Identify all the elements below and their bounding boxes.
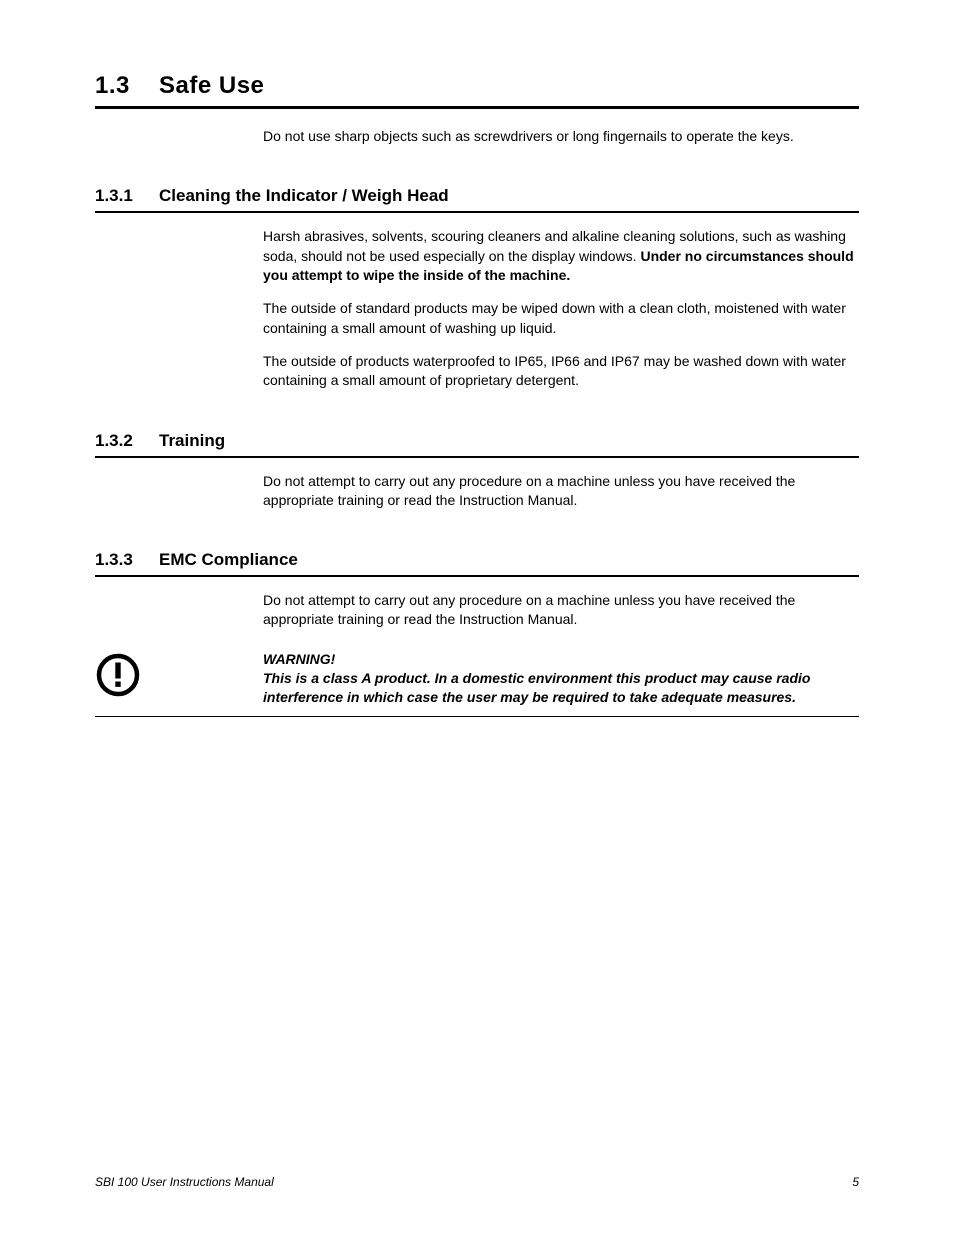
warning-body: This is a class A product. In a domestic… [263,669,859,708]
page-footer: SBI 100 User Instructions Manual 5 [95,1175,859,1189]
warning-block: WARNING! This is a class A product. In a… [95,650,859,717]
subsection-body: Do not attempt to carry out any procedur… [95,472,859,511]
subsection-number: 1.3.3 [95,550,159,570]
subsection-title: Cleaning the Indicator / Weigh Head [159,186,449,206]
subsection-number: 1.3.2 [95,431,159,451]
paragraph: Do not attempt to carry out any procedur… [263,591,859,630]
subsection-heading: 1.3.1 Cleaning the Indicator / Weigh Hea… [95,186,859,213]
subsection-number: 1.3.1 [95,186,159,206]
subsection-heading: 1.3.2 Training [95,431,859,458]
section-number: 1.3 [95,72,159,100]
section-heading: 1.3 Safe Use [95,72,859,109]
paragraph: The outside of standard products may be … [263,299,859,338]
subsection-title: Training [159,431,225,451]
subsection-body: Harsh abrasives, solvents, scouring clea… [95,227,859,390]
paragraph: Do not attempt to carry out any procedur… [263,472,859,511]
footer-page-number: 5 [852,1175,859,1189]
section-title: Safe Use [159,72,264,100]
section-intro-text: Do not use sharp objects such as screwdr… [263,127,859,146]
footer-doc-title: SBI 100 User Instructions Manual [95,1175,274,1189]
warning-icon [95,650,159,698]
subsection-heading: 1.3.3 EMC Compliance [95,550,859,577]
section-intro-block: Do not use sharp objects such as screwdr… [95,127,859,146]
paragraph: The outside of products waterproofed to … [263,352,859,391]
subsection-title: EMC Compliance [159,550,298,570]
warning-text-block: WARNING! This is a class A product. In a… [159,650,859,708]
warning-label: WARNING! [263,650,859,669]
paragraph: Harsh abrasives, solvents, scouring clea… [263,227,859,285]
subsection-body: Do not attempt to carry out any procedur… [95,591,859,630]
